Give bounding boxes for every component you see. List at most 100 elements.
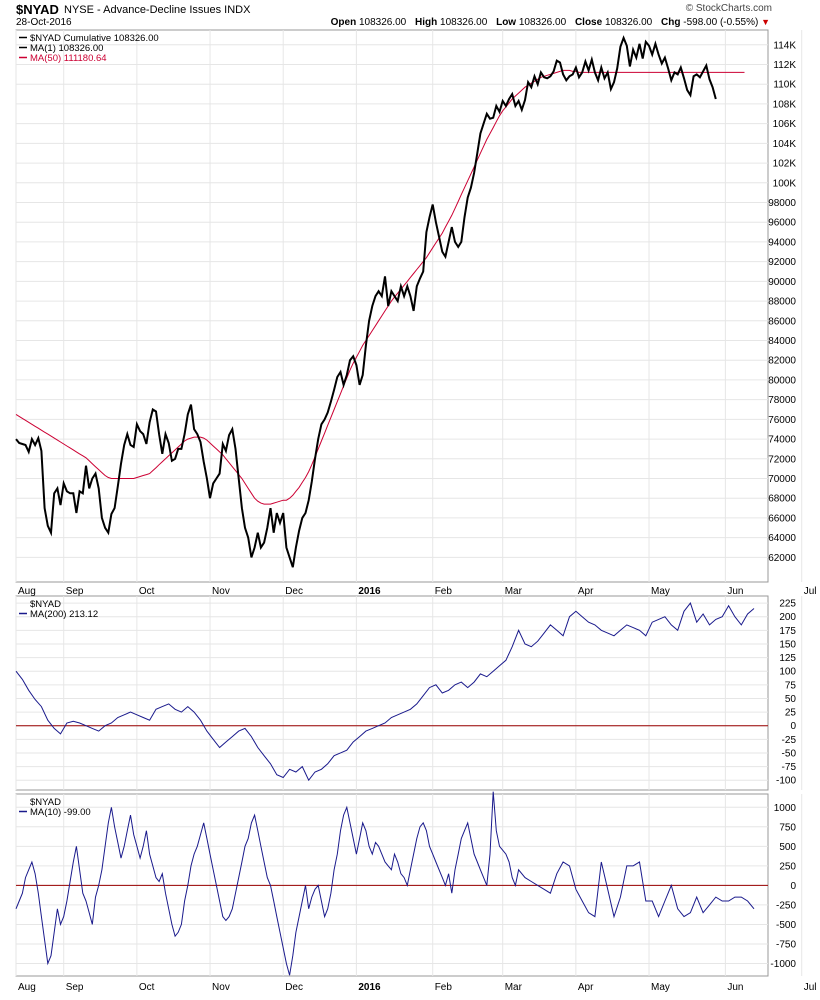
y-tick-label: 70000 <box>768 474 796 485</box>
chg-label: Chg <box>661 17 681 28</box>
y-tick-label: 78000 <box>768 395 796 406</box>
legend-entry: $NYAD <box>30 599 61 610</box>
x-tick-label: Feb <box>435 982 453 993</box>
low-label: Low <box>496 17 517 28</box>
y-tick-label: 98000 <box>768 198 796 209</box>
legend-entry: MA(200) 213.12 <box>30 609 98 620</box>
symbol-description: NYSE - Advance-Decline Issues INDX <box>64 4 251 16</box>
x-tick-label: Aug <box>18 982 36 993</box>
x-tick-label: Nov <box>212 586 230 597</box>
y-tick-label: 200 <box>779 612 796 623</box>
y-tick-label: -250 <box>776 900 796 911</box>
y-tick-label: 80000 <box>768 375 796 386</box>
x-tick-label: Jun <box>727 982 743 993</box>
high-value: 108326.00 <box>440 17 488 28</box>
y-tick-label: 94000 <box>768 237 796 248</box>
y-tick-label: 72000 <box>768 454 796 465</box>
x-tick-label: Sep <box>66 586 84 597</box>
y-tick-label: -25 <box>782 735 797 746</box>
x-tick-label: Jun <box>727 586 743 597</box>
y-tick-label: 86000 <box>768 316 796 327</box>
y-tick-label: 125 <box>779 653 796 664</box>
y-tick-label: -50 <box>782 748 797 759</box>
y-tick-label: 104K <box>773 139 797 150</box>
y-tick-label: -500 <box>776 920 796 931</box>
data-series-line <box>15 602 755 782</box>
ohlc-readout: Open 108326.00 High 108326.00 Low 108326… <box>325 17 770 28</box>
y-tick-label: 0 <box>790 721 796 732</box>
legend-entry: $NYAD <box>30 797 61 808</box>
y-tick-label: 82000 <box>768 356 796 367</box>
open-label: Open <box>330 17 357 28</box>
y-tick-label: 250 <box>779 861 796 872</box>
y-tick-label: 66000 <box>768 513 796 524</box>
high-label: High <box>415 17 438 28</box>
y-tick-label: 750 <box>779 822 796 833</box>
x-tick-label: May <box>651 586 670 597</box>
x-tick-label: Aug <box>18 586 36 597</box>
low-value: 108326.00 <box>518 17 567 28</box>
chart-date: 28-Oct-2016 <box>16 17 72 28</box>
y-tick-label: 92000 <box>768 257 796 268</box>
y-tick-label: -100 <box>776 776 796 787</box>
y-tick-label: 112K <box>773 60 796 71</box>
y-tick-label: 50 <box>785 694 797 705</box>
x-tick-label: Dec <box>285 982 303 993</box>
y-tick-label: 114K <box>773 40 796 51</box>
x-tick-label: Apr <box>578 982 594 993</box>
x-tick-label: Feb <box>435 586 453 597</box>
legend-entry: MA(10) -99.00 <box>30 807 91 818</box>
y-tick-label: 96000 <box>768 218 796 229</box>
y-tick-label: 110K <box>773 80 796 91</box>
y-tick-label: 106K <box>773 119 797 130</box>
x-tick-label: Sep <box>66 982 84 993</box>
y-tick-label: 88000 <box>768 297 796 308</box>
x-tick-label: Jul <box>804 586 817 597</box>
x-tick-label: Apr <box>578 586 594 597</box>
y-tick-label: 500 <box>779 842 796 853</box>
down-arrow-icon: ▼ <box>761 17 770 27</box>
panel-frame <box>15 29 769 583</box>
y-tick-label: -1000 <box>770 959 796 970</box>
x-tick-label: Nov <box>212 982 230 993</box>
y-tick-label: 150 <box>779 639 796 650</box>
y-tick-label: 75 <box>785 680 797 691</box>
x-tick-label: 2016 <box>358 586 381 597</box>
y-tick-label: 1000 <box>774 803 797 814</box>
x-tick-label: Mar <box>505 586 523 597</box>
x-tick-label: Oct <box>139 586 155 597</box>
y-tick-label: 0 <box>790 881 796 892</box>
x-tick-label: Dec <box>285 586 303 597</box>
data-series-line <box>15 791 755 976</box>
x-tick-label: Mar <box>505 982 523 993</box>
y-tick-label: 102K <box>773 159 797 170</box>
y-tick-label: 108K <box>773 99 797 110</box>
y-tick-label: 90000 <box>768 277 796 288</box>
data-series-line <box>15 35 717 568</box>
x-tick-label: May <box>651 982 670 993</box>
brand-watermark: © StockCharts.com <box>685 3 772 14</box>
open-value: 108326.00 <box>358 17 407 28</box>
y-tick-label: 74000 <box>768 435 796 446</box>
y-tick-label: -75 <box>782 762 797 773</box>
y-tick-label: 62000 <box>768 553 796 564</box>
y-tick-label: 84000 <box>768 336 796 347</box>
x-tick-label: Jul <box>804 982 817 993</box>
y-tick-label: 64000 <box>768 533 796 544</box>
symbol-title: $NYAD <box>16 2 59 17</box>
y-tick-label: 76000 <box>768 415 796 426</box>
y-tick-label: 175 <box>779 626 796 637</box>
x-tick-label: 2016 <box>358 982 381 993</box>
close-value: 108326.00 <box>604 17 653 28</box>
y-tick-label: 100 <box>779 667 796 678</box>
y-tick-label: -750 <box>776 939 796 950</box>
panel-frame <box>15 595 769 791</box>
y-tick-label: 100K <box>773 178 797 189</box>
legend-entry: MA(50) 111180.64 <box>30 53 107 64</box>
legend-entry: $NYAD Cumulative 108326.00 <box>30 33 159 44</box>
chart-header: $NYAD NYSE - Advance-Decline Issues INDX… <box>0 0 820 30</box>
y-tick-label: 68000 <box>768 494 796 505</box>
legend-entry: MA(1) 108326.00 <box>30 43 103 54</box>
ma50-series-line <box>15 69 745 505</box>
